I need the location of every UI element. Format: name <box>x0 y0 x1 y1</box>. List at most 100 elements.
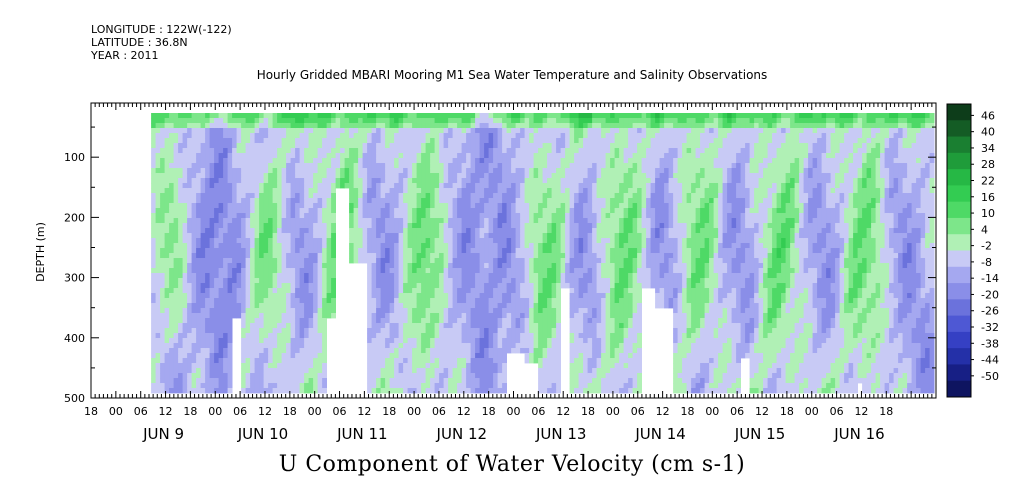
heatmap-cell <box>551 178 557 184</box>
heatmap-cell <box>443 178 449 184</box>
heatmap-cell <box>308 238 314 244</box>
heatmap-cell <box>250 148 255 154</box>
heatmap-cell <box>421 328 426 334</box>
heatmap-cell <box>254 313 260 319</box>
heatmap-cell <box>281 168 287 174</box>
heatmap-cell <box>308 178 314 184</box>
heatmap-cell <box>173 178 179 184</box>
heatmap-cell <box>263 198 269 204</box>
heatmap-cell <box>299 373 305 379</box>
heatmap-cell <box>331 148 336 154</box>
heatmap-cell <box>331 133 336 139</box>
heatmap-cell <box>403 328 408 334</box>
heatmap-cell <box>475 113 480 119</box>
heatmap-cell <box>263 358 269 364</box>
heatmap-cell <box>461 338 467 344</box>
heatmap-cell <box>308 343 314 349</box>
heatmap-cell <box>326 218 332 224</box>
heatmap-cell <box>268 148 273 154</box>
heatmap-cell <box>574 278 579 284</box>
heatmap-cell <box>574 133 579 139</box>
heatmap-cell <box>241 143 246 149</box>
heatmap-cell <box>547 368 552 374</box>
heatmap-cell <box>304 293 309 299</box>
heatmap-cell <box>439 378 444 384</box>
heatmap-cell <box>394 198 399 204</box>
heatmap-cell <box>425 338 431 344</box>
heatmap-cell <box>169 203 174 209</box>
heatmap-cell <box>299 128 305 134</box>
heatmap-cell <box>317 193 323 199</box>
heatmap-cell <box>376 158 381 164</box>
heatmap-cell <box>263 118 269 124</box>
heatmap-cell <box>317 303 323 309</box>
heatmap-cell <box>263 338 269 344</box>
heatmap-cell <box>223 148 228 154</box>
heatmap-cell <box>200 213 206 219</box>
heatmap-cell <box>268 178 273 184</box>
heatmap-cell <box>547 308 552 314</box>
heatmap-cell <box>254 158 260 164</box>
heatmap-cell <box>241 168 246 174</box>
heatmap-cell <box>394 168 399 174</box>
heatmap-cell <box>574 353 579 359</box>
heatmap-cell <box>290 188 296 194</box>
heatmap-cell <box>295 383 300 389</box>
heatmap-cell <box>286 248 291 254</box>
heatmap-cell <box>376 128 381 134</box>
heatmap-cell <box>421 283 426 289</box>
heatmap-cell <box>371 133 377 139</box>
heatmap-cell <box>461 143 467 149</box>
heatmap-cell <box>515 178 521 184</box>
heatmap-cell <box>281 163 287 169</box>
heatmap-cell <box>182 133 188 139</box>
heatmap-cell <box>155 288 161 294</box>
heatmap-cell <box>569 158 575 164</box>
heatmap-cell <box>407 168 413 174</box>
heatmap-cell <box>227 123 233 129</box>
heatmap-cell <box>448 113 453 119</box>
heatmap-cell <box>182 358 188 364</box>
heatmap-cell <box>178 148 183 154</box>
heatmap-cell <box>470 383 476 389</box>
heatmap-cell <box>574 298 579 304</box>
heatmap-cell <box>380 148 386 154</box>
heatmap-cell <box>488 308 494 314</box>
heatmap-cell <box>542 233 548 239</box>
heatmap-cell <box>164 268 170 274</box>
heatmap-cell <box>178 168 183 174</box>
heatmap-cell <box>457 378 462 384</box>
heatmap-cell <box>452 258 458 264</box>
heatmap-cell <box>434 228 440 234</box>
heatmap-cell <box>371 218 377 224</box>
heatmap-cell <box>160 318 165 324</box>
heatmap-cell <box>488 118 494 124</box>
heatmap-cell <box>209 363 215 369</box>
heatmap-cell <box>227 338 233 344</box>
heatmap-cell <box>218 148 224 154</box>
heatmap-cell <box>407 208 413 214</box>
heatmap-cell <box>407 138 413 144</box>
heatmap-cell <box>443 243 449 249</box>
heatmap-cell <box>497 308 503 314</box>
heatmap-cell <box>574 173 579 179</box>
heatmap-cell <box>538 198 543 204</box>
heatmap-cell <box>380 268 386 274</box>
heatmap-cell <box>178 138 183 144</box>
heatmap-cell <box>425 143 431 149</box>
heatmap-cell <box>173 263 179 269</box>
heatmap-cell <box>448 213 453 219</box>
heatmap-cell <box>173 303 179 309</box>
heatmap-cell <box>479 203 485 209</box>
heatmap-cell <box>529 123 534 129</box>
heatmap-cell <box>164 218 170 224</box>
heatmap-cell <box>479 388 485 394</box>
heatmap-cell <box>313 323 318 329</box>
heatmap-cell <box>434 118 440 124</box>
heatmap-cell <box>317 258 323 264</box>
heatmap-cell <box>236 263 242 269</box>
heatmap-cell <box>470 313 476 319</box>
heatmap-cell <box>443 168 449 174</box>
heatmap-cell <box>551 198 557 204</box>
heatmap-cell <box>407 368 413 374</box>
